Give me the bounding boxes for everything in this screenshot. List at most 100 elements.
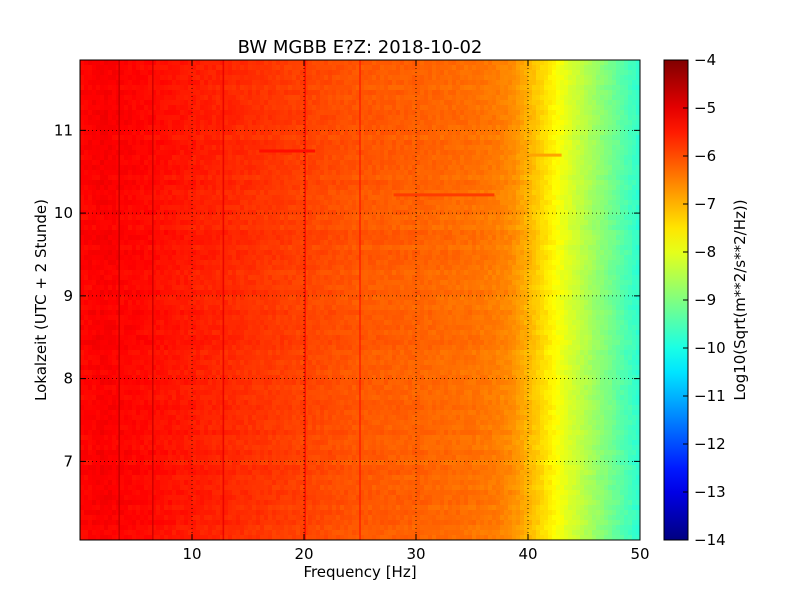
heatmap-cell	[468, 165, 473, 171]
heatmap-cell	[160, 90, 165, 96]
heatmap-cell	[412, 210, 417, 216]
heatmap-cell	[596, 150, 601, 156]
heatmap-cell	[464, 115, 469, 121]
heatmap-cell	[348, 150, 353, 156]
heatmap-cell	[456, 140, 461, 146]
heatmap-cell	[452, 165, 457, 171]
heatmap-cell	[224, 170, 229, 176]
heatmap-cell	[252, 165, 257, 171]
heatmap-cell	[500, 70, 505, 76]
heatmap-cell	[636, 170, 640, 176]
heatmap-cell	[128, 225, 133, 231]
heatmap-cell	[328, 175, 333, 181]
heatmap-cell	[256, 125, 261, 131]
heatmap-cell	[352, 90, 357, 96]
heatmap-cell	[544, 165, 549, 171]
heatmap-cell	[308, 65, 313, 71]
heatmap-cell	[272, 190, 277, 196]
heatmap-cell	[300, 170, 305, 176]
heatmap-cell	[460, 95, 465, 101]
heatmap-cell	[156, 120, 161, 126]
heatmap-cell	[388, 220, 393, 226]
heatmap-cell	[372, 90, 377, 96]
heatmap-cell	[264, 135, 269, 141]
heatmap-cell	[168, 160, 173, 166]
heatmap-cell	[180, 65, 185, 71]
heatmap-cell	[224, 190, 229, 196]
heatmap-cell	[80, 110, 85, 116]
heatmap-cell	[132, 230, 137, 236]
heatmap-cell	[220, 140, 225, 146]
heatmap-cell	[544, 130, 549, 136]
heatmap-cell	[516, 190, 521, 196]
heatmap-cell	[400, 125, 405, 131]
heatmap-cell	[280, 215, 285, 221]
heatmap-cell	[636, 205, 640, 211]
heatmap-cell	[360, 190, 365, 196]
heatmap-cell	[576, 115, 581, 121]
heatmap-cell	[480, 230, 485, 236]
heatmap-cell	[288, 130, 293, 136]
heatmap-cell	[436, 65, 441, 71]
heatmap-cell	[568, 150, 573, 156]
heatmap-cell	[224, 120, 229, 126]
heatmap-cell	[532, 90, 537, 96]
heatmap-cell	[204, 190, 209, 196]
heatmap-cell	[632, 130, 637, 136]
heatmap-cell	[548, 130, 553, 136]
heatmap-cell	[448, 185, 453, 191]
heatmap-cell	[496, 75, 501, 81]
heatmap-cell	[196, 190, 201, 196]
heatmap-cell	[380, 190, 385, 196]
heatmap-cell	[356, 170, 361, 176]
heatmap-cell	[224, 225, 229, 231]
heatmap-cell	[416, 85, 421, 91]
heatmap-cell	[284, 115, 289, 121]
heatmap-cell	[292, 205, 297, 211]
heatmap-cell	[100, 90, 105, 96]
heatmap-cell	[296, 95, 301, 101]
heatmap-cell	[508, 150, 513, 156]
heatmap-cell	[384, 150, 389, 156]
heatmap-cell	[536, 200, 541, 206]
heatmap-cell	[604, 145, 609, 151]
heatmap-cell	[616, 230, 621, 236]
heatmap-cell	[176, 150, 181, 156]
heatmap-cell	[160, 140, 165, 146]
heatmap-cell	[424, 155, 429, 161]
heatmap-cell	[592, 180, 597, 186]
heatmap-cell	[456, 195, 461, 201]
heatmap-cell	[300, 95, 305, 101]
heatmap-cell	[180, 140, 185, 146]
heatmap-cell	[516, 195, 521, 201]
heatmap-cell	[108, 165, 113, 171]
heatmap-cell	[516, 185, 521, 191]
heatmap-cell	[552, 210, 557, 216]
heatmap-cell	[416, 220, 421, 226]
heatmap-cell	[204, 140, 209, 146]
heatmap-cell	[616, 160, 621, 166]
heatmap-cell	[572, 115, 577, 121]
heatmap-cell	[164, 90, 169, 96]
heatmap-cell	[456, 85, 461, 91]
heatmap-cell	[264, 185, 269, 191]
heatmap-cell	[100, 180, 105, 186]
heatmap-cell	[392, 185, 397, 191]
heatmap-cell	[328, 165, 333, 171]
heatmap-cell	[88, 125, 93, 131]
heatmap-cell	[580, 150, 585, 156]
heatmap-cell	[460, 100, 465, 106]
heatmap-cell	[396, 120, 401, 126]
heatmap-cell	[540, 90, 545, 96]
heatmap-cell	[356, 70, 361, 76]
heatmap-cell	[444, 170, 449, 176]
heatmap-cell	[100, 225, 105, 231]
heatmap-cell	[240, 200, 245, 206]
heatmap-cell	[372, 190, 377, 196]
heatmap-cell	[276, 165, 281, 171]
heatmap-cell	[376, 95, 381, 101]
heatmap-cell	[440, 190, 445, 196]
heatmap-cell	[512, 160, 517, 166]
heatmap-cell	[112, 80, 117, 86]
heatmap-cell	[512, 75, 517, 81]
